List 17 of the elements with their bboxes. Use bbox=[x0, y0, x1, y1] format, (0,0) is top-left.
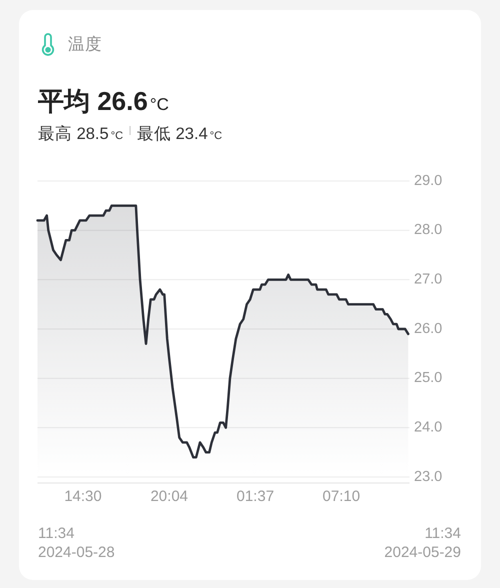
y-tick-label: 28.0 bbox=[414, 222, 442, 238]
x-tick-label: 14:30 bbox=[64, 488, 102, 505]
text: 最低 23.4°C bbox=[137, 125, 222, 143]
y-tick-label: 24.0 bbox=[414, 419, 442, 436]
text: 最高 28.5°C bbox=[38, 124, 124, 143]
y-tick-label: 23.0 bbox=[414, 468, 442, 485]
y-tick-label: 29.0 bbox=[414, 172, 442, 189]
y-tick-label: 25.0 bbox=[414, 370, 442, 386]
chart-subtitle: 平均 26.6°C bbox=[37, 86, 169, 116]
text: 11:34 2024-05-29 bbox=[384, 525, 461, 561]
chart-title: 温度 bbox=[68, 34, 102, 54]
x-tick-label: 01:37 bbox=[236, 488, 274, 505]
x-tick-label: 20:04 bbox=[150, 488, 188, 505]
text: 11:34 2024-05-28 bbox=[38, 525, 115, 561]
y-tick-label: 27.0 bbox=[414, 271, 442, 288]
y-tick-label: 26.0 bbox=[414, 320, 442, 337]
x-tick-label: 07:10 bbox=[322, 488, 360, 505]
